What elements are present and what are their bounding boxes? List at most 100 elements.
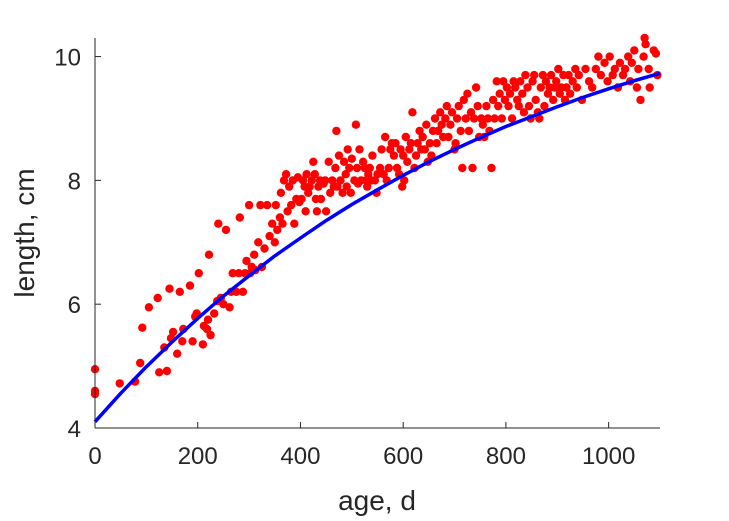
data-point [210, 309, 219, 318]
data-point [487, 163, 496, 173]
data-point [521, 70, 530, 80]
data-point [463, 89, 472, 98]
data-point [194, 269, 203, 278]
data-point [624, 52, 633, 61]
data-point [605, 52, 614, 61]
data-point [204, 250, 214, 259]
data-point [242, 256, 251, 266]
data-point [565, 89, 575, 98]
data-point [238, 287, 248, 296]
data-point [432, 139, 441, 148]
data-point [466, 108, 476, 117]
data-point [641, 40, 650, 49]
data-point [488, 95, 498, 105]
data-point [254, 238, 263, 247]
data-point [343, 145, 352, 154]
data-point [235, 213, 244, 222]
data-point [234, 269, 243, 278]
data-point [413, 139, 422, 148]
data-point [316, 194, 326, 204]
data-point [651, 49, 661, 58]
data-point [451, 139, 460, 148]
data-point [471, 83, 481, 92]
data-point [256, 200, 265, 210]
data-point [309, 157, 318, 166]
data-point [175, 287, 184, 296]
data-point [411, 151, 421, 160]
data-point [422, 120, 431, 129]
data-point [615, 58, 625, 67]
data-point [437, 120, 446, 129]
data-point [581, 64, 590, 74]
data-point [632, 83, 642, 92]
data-point [524, 101, 534, 111]
data-point [310, 170, 319, 179]
data-point [203, 315, 213, 324]
data-point [206, 330, 215, 340]
data-point [332, 126, 341, 136]
data-point [540, 101, 549, 111]
data-point [355, 145, 364, 154]
data-point [473, 101, 482, 111]
data-point [153, 293, 162, 303]
x-tick-label: 0 [88, 443, 101, 470]
data-point [338, 188, 347, 197]
data-point [459, 95, 468, 105]
data-point [636, 95, 645, 105]
data-point [188, 337, 197, 346]
data-point [456, 126, 465, 136]
data-point [342, 182, 351, 191]
data-point [302, 170, 311, 179]
data-point [384, 163, 393, 173]
data-point [347, 154, 356, 163]
data-point [500, 95, 510, 105]
data-point [287, 200, 296, 210]
data-point [281, 170, 291, 179]
data-point [495, 89, 504, 98]
data-point [345, 163, 354, 173]
data-point [244, 200, 254, 210]
data-point [420, 145, 429, 154]
data-point [214, 219, 223, 228]
data-point [584, 77, 594, 86]
data-point [627, 58, 636, 67]
data-point [444, 132, 453, 142]
data-point [321, 207, 331, 216]
data-point [504, 101, 513, 111]
y-tick-label: 6 [68, 292, 81, 319]
x-tick-label: 600 [383, 443, 423, 470]
data-point [273, 225, 282, 235]
data-point [452, 114, 462, 123]
data-point [518, 89, 527, 98]
data-point [514, 101, 523, 111]
data-point [433, 126, 443, 136]
data-point [265, 231, 274, 241]
data-point [324, 157, 333, 166]
data-point [469, 114, 479, 123]
data-point [492, 77, 501, 86]
data-point [136, 358, 145, 368]
data-point [536, 83, 545, 92]
data-point [458, 163, 467, 173]
x-tick-label: 200 [178, 443, 218, 470]
data-point [268, 219, 277, 228]
data-point [591, 64, 600, 74]
data-point [549, 95, 558, 105]
data-point [523, 83, 532, 92]
data-point [285, 182, 294, 191]
data-point [198, 340, 208, 349]
data-point [447, 108, 457, 117]
data-point [530, 70, 539, 80]
y-tick-label: 8 [68, 168, 81, 195]
data-point [260, 244, 269, 253]
data-point [494, 101, 503, 111]
data-point [546, 70, 556, 80]
data-point [497, 114, 506, 123]
data-point [377, 145, 386, 154]
data-point [430, 114, 440, 123]
data-point [634, 64, 643, 74]
data-point [351, 120, 361, 129]
data-point [620, 64, 630, 74]
data-point [290, 219, 299, 228]
data-point [341, 170, 350, 179]
